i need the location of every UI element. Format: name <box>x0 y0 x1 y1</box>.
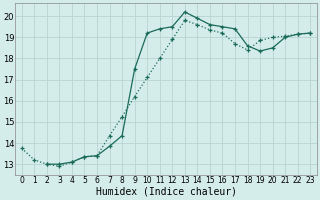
X-axis label: Humidex (Indice chaleur): Humidex (Indice chaleur) <box>95 187 236 197</box>
